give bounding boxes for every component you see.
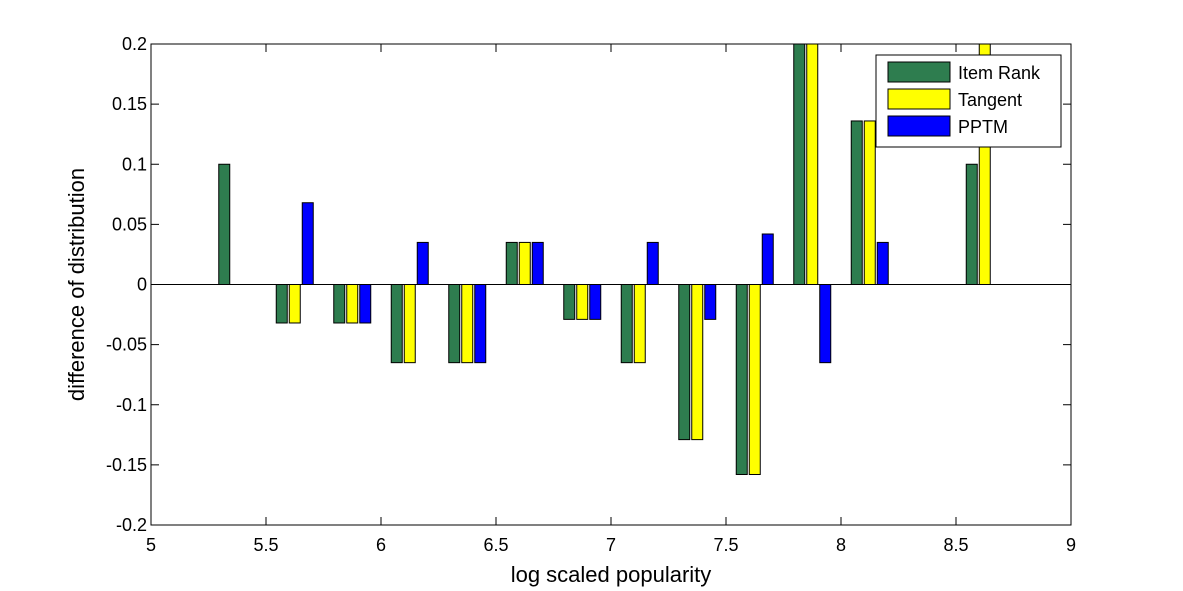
x-tick-label: 5 bbox=[146, 535, 156, 555]
x-tick-label: 8.5 bbox=[943, 535, 968, 555]
bar-tangent-11 bbox=[863, 120, 876, 285]
x-axis-label: log scaled popularity bbox=[511, 562, 712, 587]
bar-pptm-11 bbox=[876, 241, 889, 286]
bar-item-rank-1 bbox=[275, 284, 288, 324]
x-tick-label: 6 bbox=[376, 535, 386, 555]
bar-tangent-10 bbox=[806, 43, 819, 285]
bar-tangent-5 bbox=[518, 241, 531, 286]
y-tick-label: -0.2 bbox=[116, 515, 147, 535]
y-tick-label: 0.05 bbox=[112, 214, 147, 234]
bar-pptm-5 bbox=[531, 241, 544, 286]
bar-pptm-9 bbox=[761, 233, 774, 285]
y-tick-label: 0.15 bbox=[112, 94, 147, 114]
bar-tangent-9 bbox=[748, 284, 761, 475]
bar-item-rank-4 bbox=[448, 284, 461, 364]
bar-pptm-3 bbox=[416, 241, 429, 286]
bar-item-rank-3 bbox=[390, 284, 403, 364]
bar-pptm-4 bbox=[474, 284, 487, 364]
bar-pptm-8 bbox=[704, 284, 717, 320]
bar-tangent-4 bbox=[461, 284, 474, 364]
legend-swatch-pptm bbox=[887, 115, 951, 137]
bar-pptm-6 bbox=[589, 284, 602, 320]
y-tick-label: 0.1 bbox=[122, 154, 147, 174]
legend-label-item-rank: Item Rank bbox=[958, 63, 1041, 83]
x-tick-label: 9 bbox=[1066, 535, 1076, 555]
y-tick-label: -0.1 bbox=[116, 395, 147, 415]
bar-item-rank-8 bbox=[678, 284, 691, 441]
bar-item-rank-9 bbox=[735, 284, 748, 475]
y-tick-label: 0.2 bbox=[122, 34, 147, 54]
legend-label-pptm: PPTM bbox=[958, 117, 1008, 137]
legend-swatch-tangent bbox=[887, 88, 951, 110]
y-tick-label: 0 bbox=[137, 275, 147, 295]
bar-tangent-7 bbox=[633, 284, 646, 364]
bar-item-rank-7 bbox=[620, 284, 633, 364]
bar-tangent-2 bbox=[346, 284, 359, 324]
y-axis-label: difference of distribution bbox=[64, 168, 89, 401]
bar-pptm-10 bbox=[819, 284, 832, 364]
bar-item-rank-5 bbox=[505, 241, 518, 286]
bars-layer bbox=[218, 43, 991, 475]
x-tick-label: 6.5 bbox=[483, 535, 508, 555]
bar-tangent-1 bbox=[288, 284, 301, 324]
bar-tangent-6 bbox=[576, 284, 589, 320]
bar-item-rank-0 bbox=[218, 163, 231, 285]
y-tick-label: -0.15 bbox=[106, 455, 147, 475]
x-axis: 5 5.5 6 6.5 7 7.5 8 8.5 9 bbox=[146, 44, 1076, 555]
bar-pptm-2 bbox=[359, 284, 372, 324]
bar-tangent-8 bbox=[691, 284, 704, 441]
bar-tangent-3 bbox=[403, 284, 416, 364]
legend-swatch-item-rank bbox=[887, 61, 951, 83]
legend: Item Rank Tangent PPTM bbox=[875, 54, 1062, 148]
x-tick-label: 7 bbox=[606, 535, 616, 555]
bar-item-rank-11 bbox=[850, 120, 863, 285]
legend-label-tangent: Tangent bbox=[958, 90, 1022, 110]
x-tick-label: 5.5 bbox=[253, 535, 278, 555]
y-axis: -0.2 -0.15 -0.1 -0.05 0 0.05 0.1 0.15 0.2 bbox=[106, 34, 1071, 535]
bar-pptm-7 bbox=[646, 241, 659, 286]
bar-item-rank-2 bbox=[333, 284, 346, 324]
bar-item-rank-13 bbox=[965, 163, 978, 285]
y-tick-label: -0.05 bbox=[106, 335, 147, 355]
x-tick-label: 7.5 bbox=[713, 535, 738, 555]
bar-item-rank-6 bbox=[563, 284, 576, 320]
bar-item-rank-10 bbox=[793, 43, 806, 285]
bar-pptm-1 bbox=[301, 202, 314, 285]
x-tick-label: 8 bbox=[836, 535, 846, 555]
